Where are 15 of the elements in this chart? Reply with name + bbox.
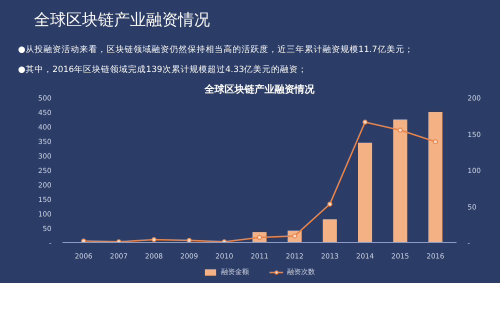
point	[327, 202, 332, 207]
bar	[322, 219, 337, 242]
text: 全球区块链产业融资情况	[34, 9, 210, 31]
bar	[428, 112, 442, 242]
chart-title: 全球区块链产业融资情况	[204, 84, 316, 96]
point	[186, 238, 192, 242]
point	[362, 120, 368, 125]
point	[151, 237, 156, 242]
point	[81, 238, 86, 242]
bar	[393, 120, 408, 242]
point	[432, 139, 438, 144]
text: ●其中，2016年区块链领域完成139次累计规模超过4.33亿美元的融资；	[18, 64, 308, 77]
point	[398, 128, 403, 133]
text: ●从投融资活动来看，区块链领域融资仍然保持相当高的活跃度，近三年累计融资规模11.7亿美元；	[18, 44, 414, 57]
bar	[358, 142, 372, 242]
